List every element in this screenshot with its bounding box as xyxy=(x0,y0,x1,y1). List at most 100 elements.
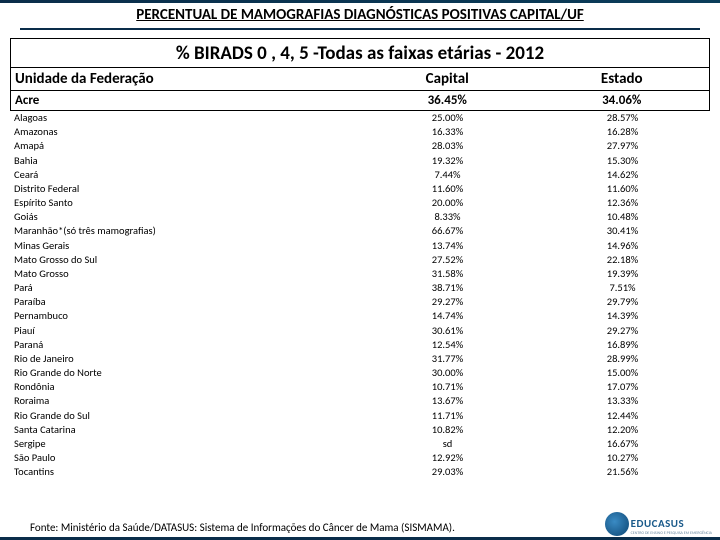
cell-unit: Goiás xyxy=(10,210,360,224)
table-row: Tocantins29.03%21.56% xyxy=(10,465,710,479)
cell-unit: Amapá xyxy=(10,139,360,153)
table-body: Alagoas25.00%28.57%Amazonas16.33%16.28%A… xyxy=(10,111,710,479)
table-row: Rio Grande do Sul11.71%12.44% xyxy=(10,409,710,423)
sub-title: % BIRADS 0 , 4, 5 -Todas as faixas etári… xyxy=(10,38,710,68)
cell-unit: São Paulo xyxy=(10,451,360,465)
table-row: Sergipesd16.67% xyxy=(10,437,710,451)
cell-unit: Rondônia xyxy=(10,380,360,394)
cell-capital: 36.45% xyxy=(360,91,535,110)
cell-capital: 16.33% xyxy=(360,125,535,139)
cell-estado: 29.27% xyxy=(535,324,710,338)
cell-estado: 14.39% xyxy=(535,309,710,323)
table-header-row: Unidade da Federação Capital Estado xyxy=(10,68,710,91)
cell-capital: 11.60% xyxy=(360,182,535,196)
logo-icon xyxy=(605,512,629,536)
content-area: % BIRADS 0 , 4, 5 -Todas as faixas etári… xyxy=(0,30,720,479)
header-estado: Estado xyxy=(535,68,710,90)
logo-text-wrap: EDUCASUS CENTRO DE ENSINO E PESQUISA EM … xyxy=(631,513,712,536)
cell-capital: 13.67% xyxy=(360,394,535,408)
cell-capital: 30.61% xyxy=(360,324,535,338)
cell-capital: 66.67% xyxy=(360,224,535,238)
cell-unit: Amazonas xyxy=(10,125,360,139)
table-row: Maranhão*(só três mamografias)66.67%30.4… xyxy=(10,224,710,238)
cell-estado: 16.89% xyxy=(535,338,710,352)
table-row: Rondônia10.71%17.07% xyxy=(10,380,710,394)
cell-estado: 12.44% xyxy=(535,409,710,423)
cell-capital: 8.33% xyxy=(360,210,535,224)
table-row: Pará38.71%7.51% xyxy=(10,281,710,295)
header-unit: Unidade da Federação xyxy=(11,68,360,90)
cell-capital: 31.77% xyxy=(360,352,535,366)
table-row: Ceará7.44%14.62% xyxy=(10,168,710,182)
table-row: Alagoas25.00%28.57% xyxy=(10,111,710,125)
cell-estado: 17.07% xyxy=(535,380,710,394)
cell-estado: 28.99% xyxy=(535,352,710,366)
cell-estado: 14.62% xyxy=(535,168,710,182)
table-row: Bahia19.32%15.30% xyxy=(10,154,710,168)
cell-estado: 27.97% xyxy=(535,139,710,153)
cell-estado: 28.57% xyxy=(535,111,710,125)
cell-estado: 11.60% xyxy=(535,182,710,196)
cell-capital: sd xyxy=(360,437,535,451)
table-row: Minas Gerais13.74%14.96% xyxy=(10,239,710,253)
table-first-row: Acre 36.45% 34.06% xyxy=(10,91,710,111)
cell-capital: 29.03% xyxy=(360,465,535,479)
source-note: Fonte: Ministério da Saúde/DATASUS: Sist… xyxy=(30,521,455,534)
logo: EDUCASUS CENTRO DE ENSINO E PESQUISA EM … xyxy=(605,512,712,536)
table-row: Paraíba29.27%29.79% xyxy=(10,295,710,309)
cell-unit: Ceará xyxy=(10,168,360,182)
cell-unit: Alagoas xyxy=(10,111,360,125)
table-row: Mato Grosso31.58%19.39% xyxy=(10,267,710,281)
cell-capital: 25.00% xyxy=(360,111,535,125)
cell-estado: 12.20% xyxy=(535,423,710,437)
cell-unit: Bahia xyxy=(10,154,360,168)
cell-unit: Paraíba xyxy=(10,295,360,309)
table-row: Amapá28.03%27.97% xyxy=(10,139,710,153)
cell-capital: 12.92% xyxy=(360,451,535,465)
cell-unit: Mato Grosso do Sul xyxy=(10,253,360,267)
cell-capital: 13.74% xyxy=(360,239,535,253)
cell-capital: 31.58% xyxy=(360,267,535,281)
cell-unit: Rio Grande do Sul xyxy=(10,409,360,423)
table-row: Amazonas16.33%16.28% xyxy=(10,125,710,139)
table-row: Roraima13.67%13.33% xyxy=(10,394,710,408)
table-row: Piauí30.61%29.27% xyxy=(10,324,710,338)
cell-unit: Tocantins xyxy=(10,465,360,479)
cell-estado: 10.48% xyxy=(535,210,710,224)
cell-capital: 19.32% xyxy=(360,154,535,168)
cell-estado: 34.06% xyxy=(535,91,710,110)
cell-capital: 30.00% xyxy=(360,366,535,380)
cell-unit: Maranhão*(só três mamografias) xyxy=(10,224,360,238)
cell-estado: 19.39% xyxy=(535,267,710,281)
cell-unit: Minas Gerais xyxy=(10,239,360,253)
cell-capital: 11.71% xyxy=(360,409,535,423)
cell-estado: 14.96% xyxy=(535,239,710,253)
cell-capital: 38.71% xyxy=(360,281,535,295)
cell-estado: 12.36% xyxy=(535,196,710,210)
table-row: Rio Grande do Norte30.00%15.00% xyxy=(10,366,710,380)
cell-unit: Roraima xyxy=(10,394,360,408)
cell-estado: 30.41% xyxy=(535,224,710,238)
cell-capital: 12.54% xyxy=(360,338,535,352)
table-row: São Paulo12.92%10.27% xyxy=(10,451,710,465)
cell-estado: 10.27% xyxy=(535,451,710,465)
cell-estado: 29.79% xyxy=(535,295,710,309)
cell-unit: Acre xyxy=(11,91,360,110)
cell-unit: Piauí xyxy=(10,324,360,338)
table-row: Pernambuco14.74%14.39% xyxy=(10,309,710,323)
cell-estado: 22.18% xyxy=(535,253,710,267)
table-row: Espírito Santo20.00%12.36% xyxy=(10,196,710,210)
cell-estado: 15.30% xyxy=(535,154,710,168)
logo-text: EDUCASUS xyxy=(631,517,685,530)
table-row: Mato Grosso do Sul27.52%22.18% xyxy=(10,253,710,267)
cell-unit: Rio de Janeiro xyxy=(10,352,360,366)
cell-estado: 16.67% xyxy=(535,437,710,451)
cell-unit: Espírito Santo xyxy=(10,196,360,210)
cell-estado: 16.28% xyxy=(535,125,710,139)
cell-capital: 27.52% xyxy=(360,253,535,267)
cell-unit: Mato Grosso xyxy=(10,267,360,281)
table-row: Santa Catarina10.82%12.20% xyxy=(10,423,710,437)
cell-capital: 28.03% xyxy=(360,139,535,153)
cell-capital: 29.27% xyxy=(360,295,535,309)
cell-capital: 20.00% xyxy=(360,196,535,210)
